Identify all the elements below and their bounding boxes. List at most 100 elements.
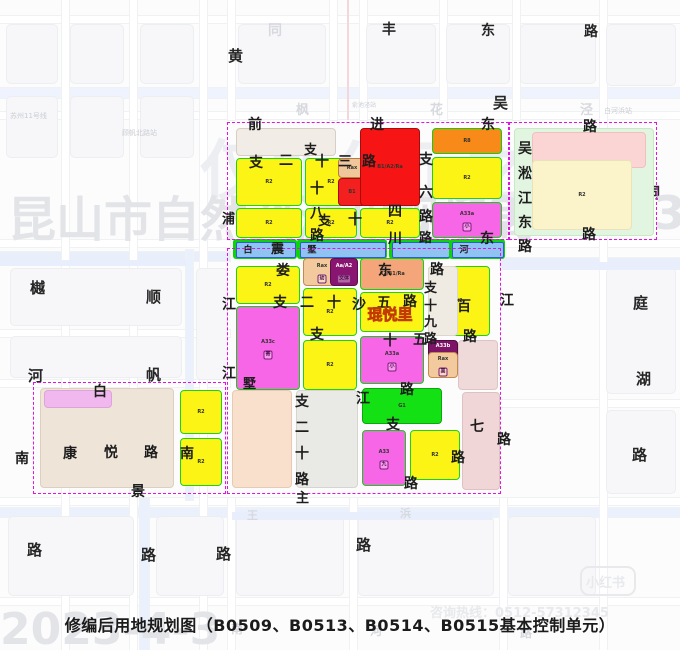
base-map-label: 路 <box>141 546 157 564</box>
land-parcel[interactable] <box>236 208 302 238</box>
parcel-code-label: Rax <box>316 263 328 269</box>
road-name-label: 支 <box>386 417 400 433</box>
parcel-code-label: R2 <box>455 298 463 304</box>
land-parcel[interactable] <box>303 340 357 390</box>
base-road-h-2 <box>0 88 680 98</box>
base-road-h-4 <box>0 240 230 247</box>
land-parcel[interactable] <box>532 160 632 230</box>
base-map-label: 黄 <box>228 47 244 65</box>
land-parcel[interactable] <box>236 306 300 390</box>
parcel-code-label: Rax <box>437 356 449 362</box>
road-name-label: 江 <box>222 366 236 382</box>
base-map-label: 丰 <box>382 22 396 38</box>
base-map-label: 河 <box>370 624 383 638</box>
base-map-label: 花 <box>430 103 444 118</box>
land-parcel[interactable] <box>303 288 357 336</box>
facility-badge: 小 <box>387 362 397 372</box>
unit-east[interactable] <box>509 122 657 240</box>
land-parcel[interactable] <box>360 292 424 332</box>
land-parcel[interactable] <box>432 202 502 238</box>
road-name-label: 支 <box>424 281 438 296</box>
land-parcel[interactable] <box>360 208 420 238</box>
base-block <box>156 516 224 596</box>
land-parcel[interactable] <box>428 266 458 336</box>
land-parcel[interactable] <box>462 392 500 490</box>
parcel-code-label: A2/B1/Ra <box>379 271 405 277</box>
canal-label: 墅 <box>307 245 317 256</box>
road-name-label: 十 <box>295 446 309 462</box>
parcel-code-label: R2 <box>327 179 335 185</box>
base-road-h-6 <box>0 330 230 337</box>
land-parcel[interactable] <box>362 430 406 486</box>
base-map-label: 浜 <box>400 507 411 520</box>
unit-west[interactable] <box>33 382 226 494</box>
road-name-label: 二 <box>279 153 293 169</box>
road-name-label: 七 <box>470 419 484 435</box>
watermark-platform: 小红书 <box>586 576 626 591</box>
base-block <box>520 24 596 84</box>
base-map-label: 顺 <box>146 288 162 306</box>
parcel-code-label: A33a <box>459 211 475 217</box>
road-name-label: 娄 <box>276 263 290 279</box>
facility-badge: 小 <box>462 222 472 232</box>
parcel-code-label: A33a <box>384 351 400 357</box>
base-block <box>606 410 676 494</box>
base-water <box>232 512 492 520</box>
road-name-label: 三 <box>338 154 352 170</box>
base-block <box>358 516 494 596</box>
base-road-h-5 <box>0 252 230 261</box>
parcel-code-label: R2 <box>326 309 334 315</box>
watermark-xhs-box <box>580 566 636 596</box>
base-road-h-10 <box>0 598 680 605</box>
road-name-label: 路 <box>424 332 438 347</box>
parcel-code-label: R2 <box>264 282 272 288</box>
base-block <box>606 268 676 394</box>
canal-label: 白 <box>243 245 253 256</box>
land-parcel[interactable] <box>360 128 420 206</box>
base-road-v-9 <box>600 0 607 650</box>
road-name-label: 十 <box>383 333 397 349</box>
unit-central[interactable] <box>227 248 501 494</box>
land-parcel[interactable] <box>330 258 358 286</box>
parcel-code-label: B1 <box>348 189 356 195</box>
land-parcel[interactable] <box>428 352 458 378</box>
land-parcel[interactable] <box>180 390 222 434</box>
base-block <box>236 516 344 596</box>
land-parcel[interactable] <box>44 390 112 408</box>
base-map-label: 路 <box>584 24 598 40</box>
base-block <box>70 24 124 84</box>
road-name-label: 十 <box>348 212 362 228</box>
land-parcel[interactable] <box>362 388 442 424</box>
base-water <box>502 262 680 270</box>
land-parcel[interactable] <box>360 336 424 384</box>
road-name-label: 二 <box>295 420 309 436</box>
land-parcel[interactable] <box>296 390 358 488</box>
land-parcel[interactable] <box>232 390 292 488</box>
base-block <box>606 24 676 86</box>
base-map-label: 王 <box>247 509 258 522</box>
land-parcel[interactable] <box>236 266 300 304</box>
base-block <box>140 24 194 84</box>
parcel-code-label: R2 <box>327 220 335 226</box>
land-parcel[interactable] <box>432 157 502 199</box>
base-map-label: 枫 <box>296 103 310 118</box>
road-name-label: 淞 <box>518 166 532 182</box>
unit-north[interactable] <box>227 122 509 240</box>
base-map-label: 白河浜站 <box>604 107 632 115</box>
land-parcel[interactable] <box>360 258 424 290</box>
land-parcel[interactable] <box>410 430 460 480</box>
land-parcel[interactable] <box>432 128 502 154</box>
base-map-label: 泾 <box>580 103 594 118</box>
road-name-label: 六 <box>419 185 433 201</box>
road-name-label: 路 <box>497 432 511 448</box>
road-name-label: 支 <box>273 295 287 311</box>
land-parcel[interactable] <box>458 340 498 390</box>
land-parcel[interactable] <box>236 158 302 206</box>
road-name-label: 路 <box>419 209 433 225</box>
land-parcel[interactable] <box>236 128 336 156</box>
base-road-h-8 <box>0 498 680 505</box>
road-name-label: 路 <box>582 227 596 243</box>
land-parcel[interactable] <box>180 438 222 486</box>
land-parcel[interactable] <box>305 208 357 238</box>
parcel-code-label: R2 <box>326 362 334 368</box>
